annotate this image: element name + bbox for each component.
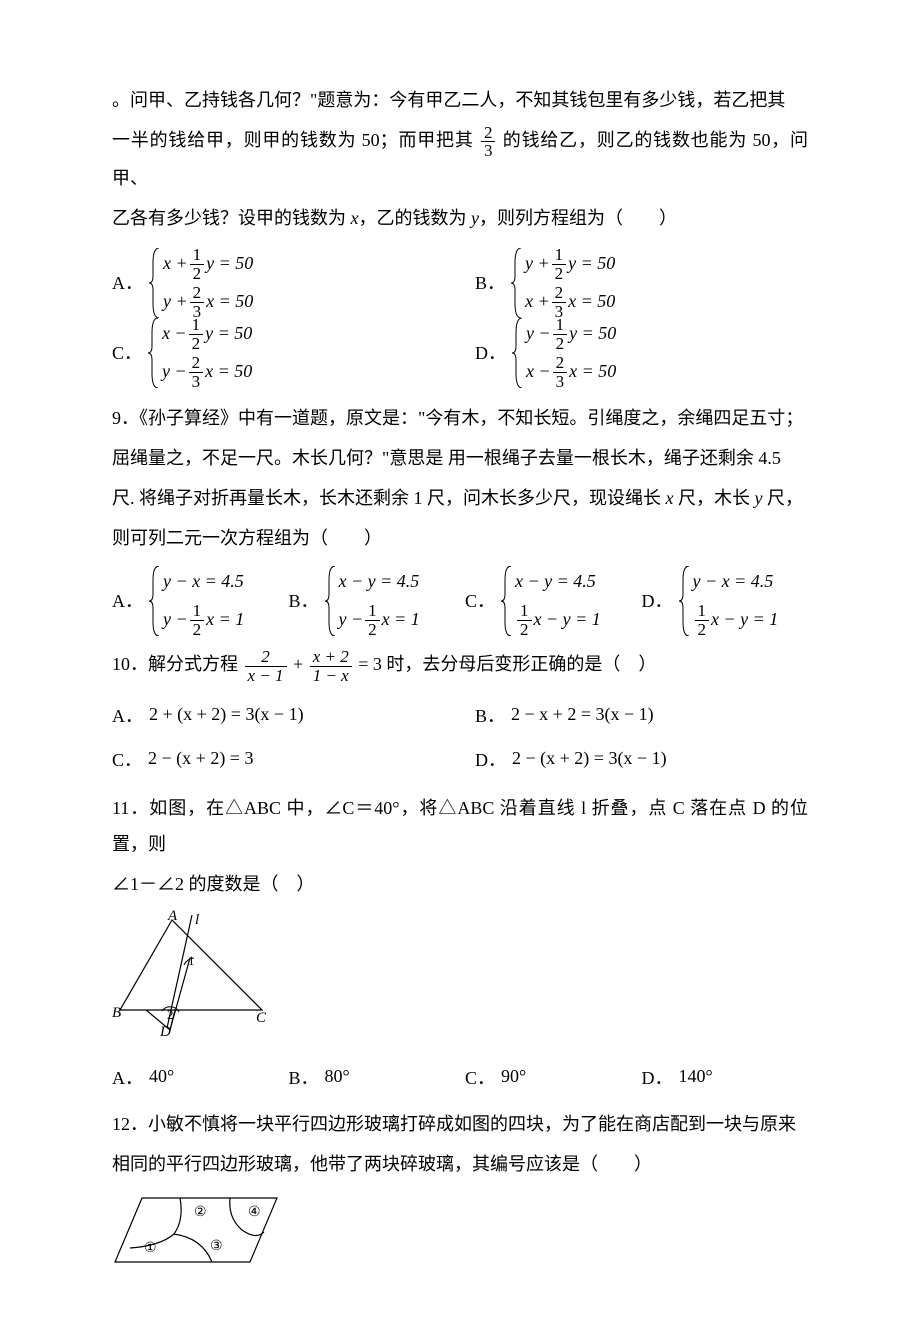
q11-opt-D: D．140°: [642, 1058, 809, 1096]
q8-opt-C: C． x − 12y = 50 y − 23x = 50: [112, 318, 445, 388]
q11-diagram: A B C D l 1 2: [112, 910, 808, 1048]
q8-line1: 。问甲、乙持钱各几何？"题意为：今有甲乙二人，不知其钱包里有多少钱，若乙把其: [112, 82, 808, 118]
svg-text:①: ①: [144, 1241, 157, 1256]
q8-line2: 一半的钱给甲，则甲的钱数为 50；而甲把其 23 的钱给乙，则乙的钱数也能为 5…: [112, 122, 808, 196]
q9-opt-D: D． y − x = 4.5 12x − y = 1: [642, 566, 809, 636]
svg-text:D: D: [159, 1024, 171, 1036]
q8-line3: 乙各有多少钱？设甲的钱数为 x，乙的钱数为 y，则列方程组为（ ）: [112, 200, 808, 236]
q11-line2: ∠1－∠2 的度数是（ ）: [112, 866, 808, 902]
q10-options: A．2 + (x + 2) = 3(x − 1) B．2 − x + 2 = 3…: [112, 696, 808, 778]
q9-opt-A: A． y − x = 4.5 y − 12x = 1: [112, 566, 279, 636]
q8-A-system: x + 12y = 50 y + 23x = 50: [149, 248, 253, 318]
q8-l2-frac: 23: [481, 124, 496, 161]
q9-options: A． y − x = 4.5 y − 12x = 1 B． x − y = 4.…: [112, 566, 808, 636]
q9-line3: 尺. 将绳子对折再量长木，长木还剩余 1 尺，问木长多少尺，现设绳长 x 尺，木…: [112, 480, 808, 516]
brace-icon: [149, 248, 161, 318]
svg-text:④: ④: [248, 1205, 261, 1220]
q12-line1: 12．小敏不慎将一块平行四边形玻璃打碎成如图的四块，为了能在商店配到一块与原来: [112, 1106, 808, 1142]
q11-options: A．40° B．80° C．90° D．140°: [112, 1058, 808, 1096]
q11-opt-B: B．80°: [289, 1058, 456, 1096]
brace-icon: [512, 318, 524, 388]
q10-opt-A: A．2 + (x + 2) = 3(x − 1): [112, 696, 445, 734]
svg-text:C: C: [256, 1010, 267, 1026]
q11-opt-A: A．40°: [112, 1058, 279, 1096]
q10-opt-B: B．2 − x + 2 = 3(x − 1): [475, 696, 808, 734]
parallelogram-shards-icon: ① ② ③ ④: [112, 1190, 280, 1270]
q10-opt-C: C．2 − (x + 2) = 3: [112, 740, 445, 778]
q8-opt-D: D． y − 12y = 50 x − 23x = 50: [475, 318, 808, 388]
q11-line1: 11．如图，在△ABC 中，∠C＝40°，将△ABC 沿着直线 l 折叠，点 C…: [112, 790, 808, 862]
svg-text:1: 1: [188, 953, 195, 968]
svg-text:A: A: [167, 910, 178, 924]
brace-icon: [501, 566, 513, 636]
brace-icon: [148, 318, 160, 388]
svg-text:2: 2: [167, 1007, 174, 1022]
q10-opt-D: D．2 − (x + 2) = 3(x − 1): [475, 740, 808, 778]
q8-options: A． x + 12y = 50 y + 23x = 50 B． y + 12y …: [112, 248, 808, 388]
svg-text:B: B: [112, 1005, 121, 1021]
q9-opt-C: C． x − y = 4.5 12x − y = 1: [465, 566, 632, 636]
q8-opt-A: A． x + 12y = 50 y + 23x = 50: [112, 248, 445, 318]
q9-line1: 9．《孙子算经》中有一道题，原文是："今有木，不知长短。引绳度之，余绳四足五寸；: [112, 400, 808, 436]
brace-icon: [679, 566, 691, 636]
q11-opt-C: C．90°: [465, 1058, 632, 1096]
q8-opt-B: B． y + 12y = 50 x + 23x = 50: [475, 248, 808, 318]
svg-text:③: ③: [210, 1239, 223, 1254]
brace-icon: [325, 566, 337, 636]
q8-l2-pre: 一半的钱给甲，则甲的钱数为 50；而甲把其: [112, 130, 474, 150]
q9-opt-B: B． x − y = 4.5 y − 12x = 1: [289, 566, 456, 636]
brace-icon: [149, 566, 161, 636]
brace-icon: [511, 248, 523, 318]
svg-text:②: ②: [194, 1205, 207, 1220]
q9-line2: 屈绳量之，不足一尺。木长几何？"意思是 用一根绳子去量一根长木，绳子还剩余 4.…: [112, 440, 808, 476]
q10-stem: 10．解分式方程 2x − 1 + x + 21 − x = 3 时，去分母后变…: [112, 646, 808, 684]
svg-text:l: l: [195, 912, 199, 928]
triangle-fold-icon: A B C D l 1 2: [112, 910, 267, 1036]
q12-line2: 相同的平行四边形玻璃，他带了两块碎玻璃，其编号应该是（ ）: [112, 1146, 808, 1182]
q12-diagram: ① ② ③ ④: [112, 1190, 808, 1282]
q9-line4: 则可列二元一次方程组为（ ）: [112, 520, 808, 556]
